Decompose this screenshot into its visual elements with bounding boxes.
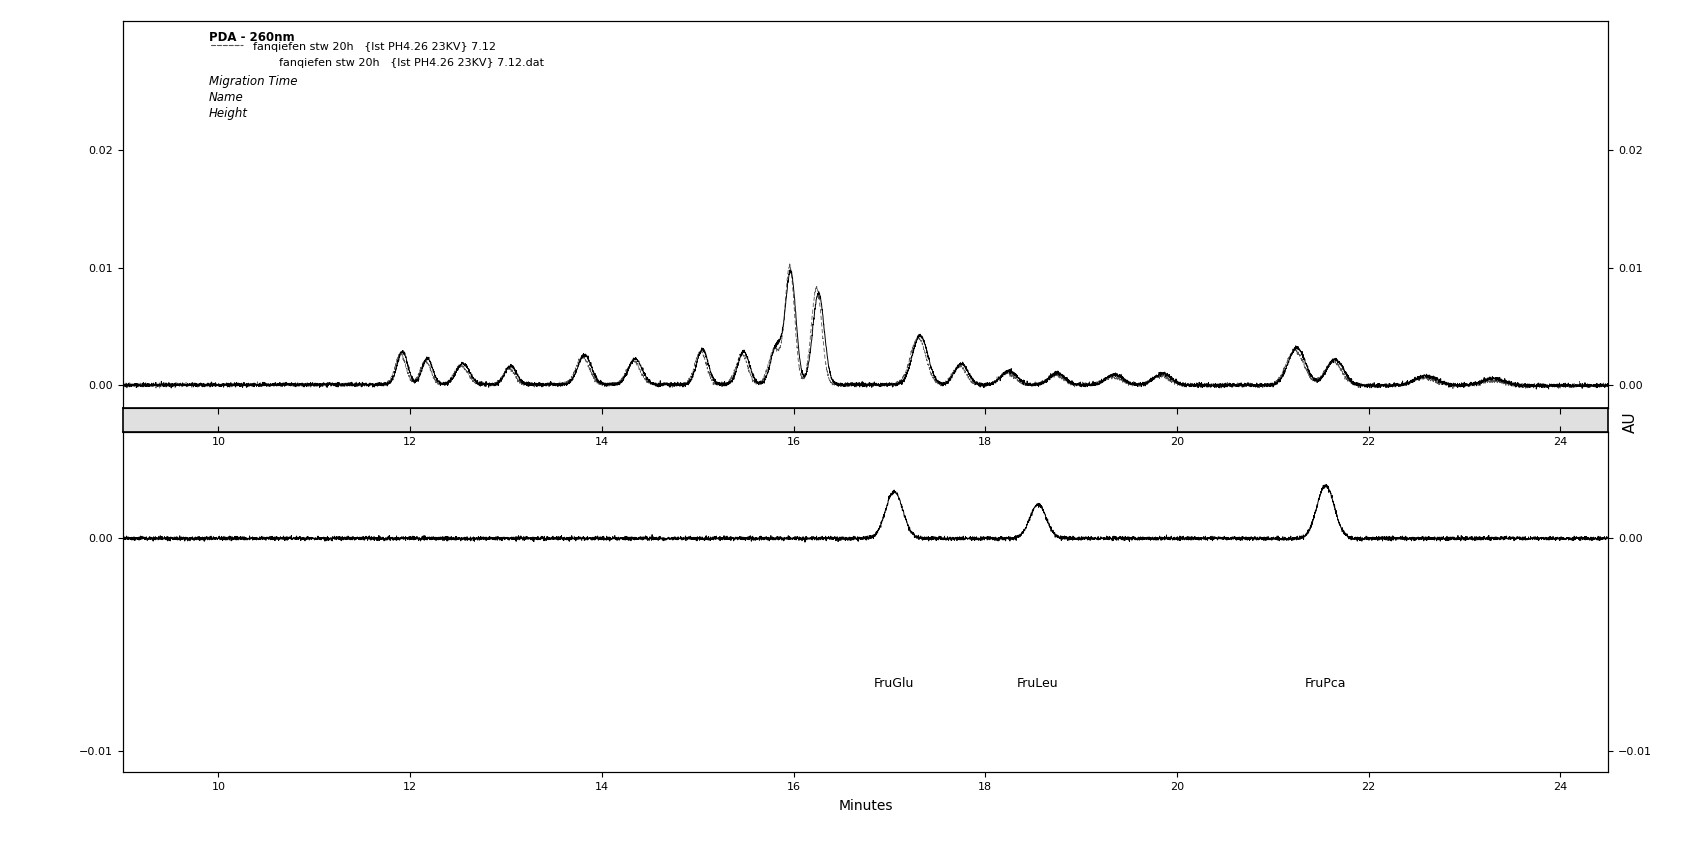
X-axis label: Minutes: Minutes — [837, 799, 894, 813]
Text: fanqiefen stw 20h   {lst PH4.26 23KV} 7.12: fanqiefen stw 20h {lst PH4.26 23KV} 7.12 — [254, 42, 497, 52]
Text: FruLeu: FruLeu — [1018, 677, 1059, 690]
Text: Height: Height — [209, 107, 248, 120]
Text: PDA - 260nm: PDA - 260nm — [209, 30, 294, 44]
Text: FruGlu: FruGlu — [875, 677, 914, 690]
Text: Migration Time: Migration Time — [209, 74, 298, 88]
Text: AU: AU — [1624, 411, 1637, 433]
Text: Name: Name — [209, 91, 243, 104]
Text: fanqiefen stw 20h   {lst PH4.26 23KV} 7.12.dat: fanqiefen stw 20h {lst PH4.26 23KV} 7.12… — [279, 58, 543, 68]
Text: FruPca: FruPca — [1305, 677, 1346, 690]
